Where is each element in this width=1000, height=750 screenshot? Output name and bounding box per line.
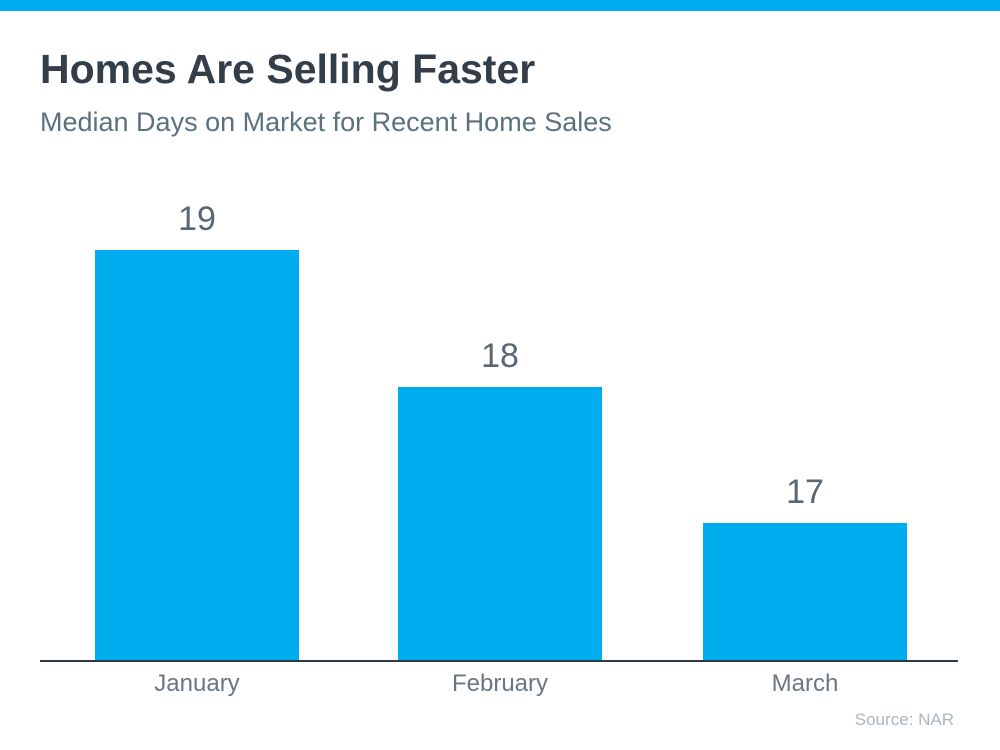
x-axis-label-january: January — [154, 670, 240, 697]
chart-subtitle: Median Days on Market for Recent Home Sa… — [40, 107, 612, 137]
bar-march — [703, 523, 907, 660]
x-axis-labels: January February March — [40, 670, 958, 700]
bar-group-february: 18 — [398, 339, 602, 660]
x-axis-label-march: March — [771, 670, 839, 697]
bar-value-label-march: 17 — [786, 473, 824, 511]
bar-value-label-january: 19 — [178, 200, 216, 238]
bar-february — [398, 387, 602, 660]
bar-group-march: 17 — [703, 475, 907, 660]
bar-group-january: 19 — [95, 202, 299, 660]
bar-value-label-february: 18 — [481, 337, 519, 375]
chart-title: Homes Are Selling Faster — [40, 46, 536, 92]
plot-area: 19 18 17 — [40, 190, 958, 662]
accent-top-strip — [0, 0, 1000, 11]
x-axis-label-february: February — [451, 670, 549, 697]
source-credit: Source: NAR — [854, 710, 954, 729]
bar-january — [95, 250, 299, 660]
